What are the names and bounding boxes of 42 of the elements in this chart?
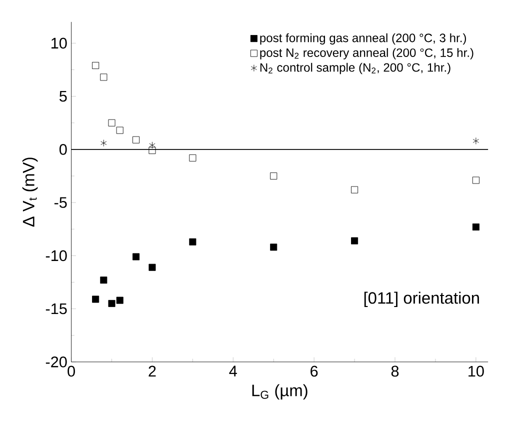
point	[149, 142, 156, 149]
x-tick-label: 4	[229, 366, 237, 376]
point	[148, 264, 156, 271]
x-tick-label: 10	[468, 366, 484, 377]
point	[100, 139, 107, 146]
x-tick-label: 6	[310, 366, 318, 377]
y-tick-label: -5	[54, 197, 67, 208]
point	[132, 136, 140, 144]
y-tick-label: -15	[46, 303, 67, 314]
x-axis-title: L$_{G}$ (µm)	[252, 384, 308, 400]
x-tick-label: 8	[391, 366, 399, 377]
point	[351, 186, 358, 194]
legend-label: post forming gas anneal (200 °C, 3 hr.)	[260, 33, 466, 44]
y-tick-label: 0	[59, 144, 67, 155]
point	[92, 296, 100, 303]
point	[100, 276, 108, 284]
legend-label: post N$_{2}$ recovery anneal (200 °C, 15 hr.)	[260, 48, 474, 60]
annotation: [011] orientation	[364, 292, 479, 307]
x-tick-label: 0	[68, 366, 75, 377]
y-tick-label: -10	[46, 250, 67, 261]
point	[108, 119, 116, 126]
point	[351, 237, 358, 244]
point	[472, 137, 479, 144]
y-tick-label: 5	[60, 90, 67, 102]
point	[189, 238, 196, 246]
point	[189, 154, 196, 162]
point	[472, 223, 480, 230]
point	[100, 74, 108, 81]
y-axis-title: Δ V$_{t}$ (mV)	[22, 158, 38, 227]
point	[270, 244, 278, 251]
point	[270, 172, 278, 180]
x-tick-label: 2	[148, 366, 156, 376]
legend-label: N$_{2}$ control sample (N$_{2}$, 200 °C, 1hr.)	[260, 62, 450, 74]
y-tick-label: -20	[46, 356, 67, 368]
point	[132, 253, 140, 260]
point	[116, 296, 124, 304]
y-tick-label: 10	[52, 38, 67, 48]
point	[148, 146, 156, 154]
point	[116, 126, 124, 134]
point	[472, 176, 480, 184]
point	[108, 300, 116, 307]
point	[92, 62, 100, 69]
